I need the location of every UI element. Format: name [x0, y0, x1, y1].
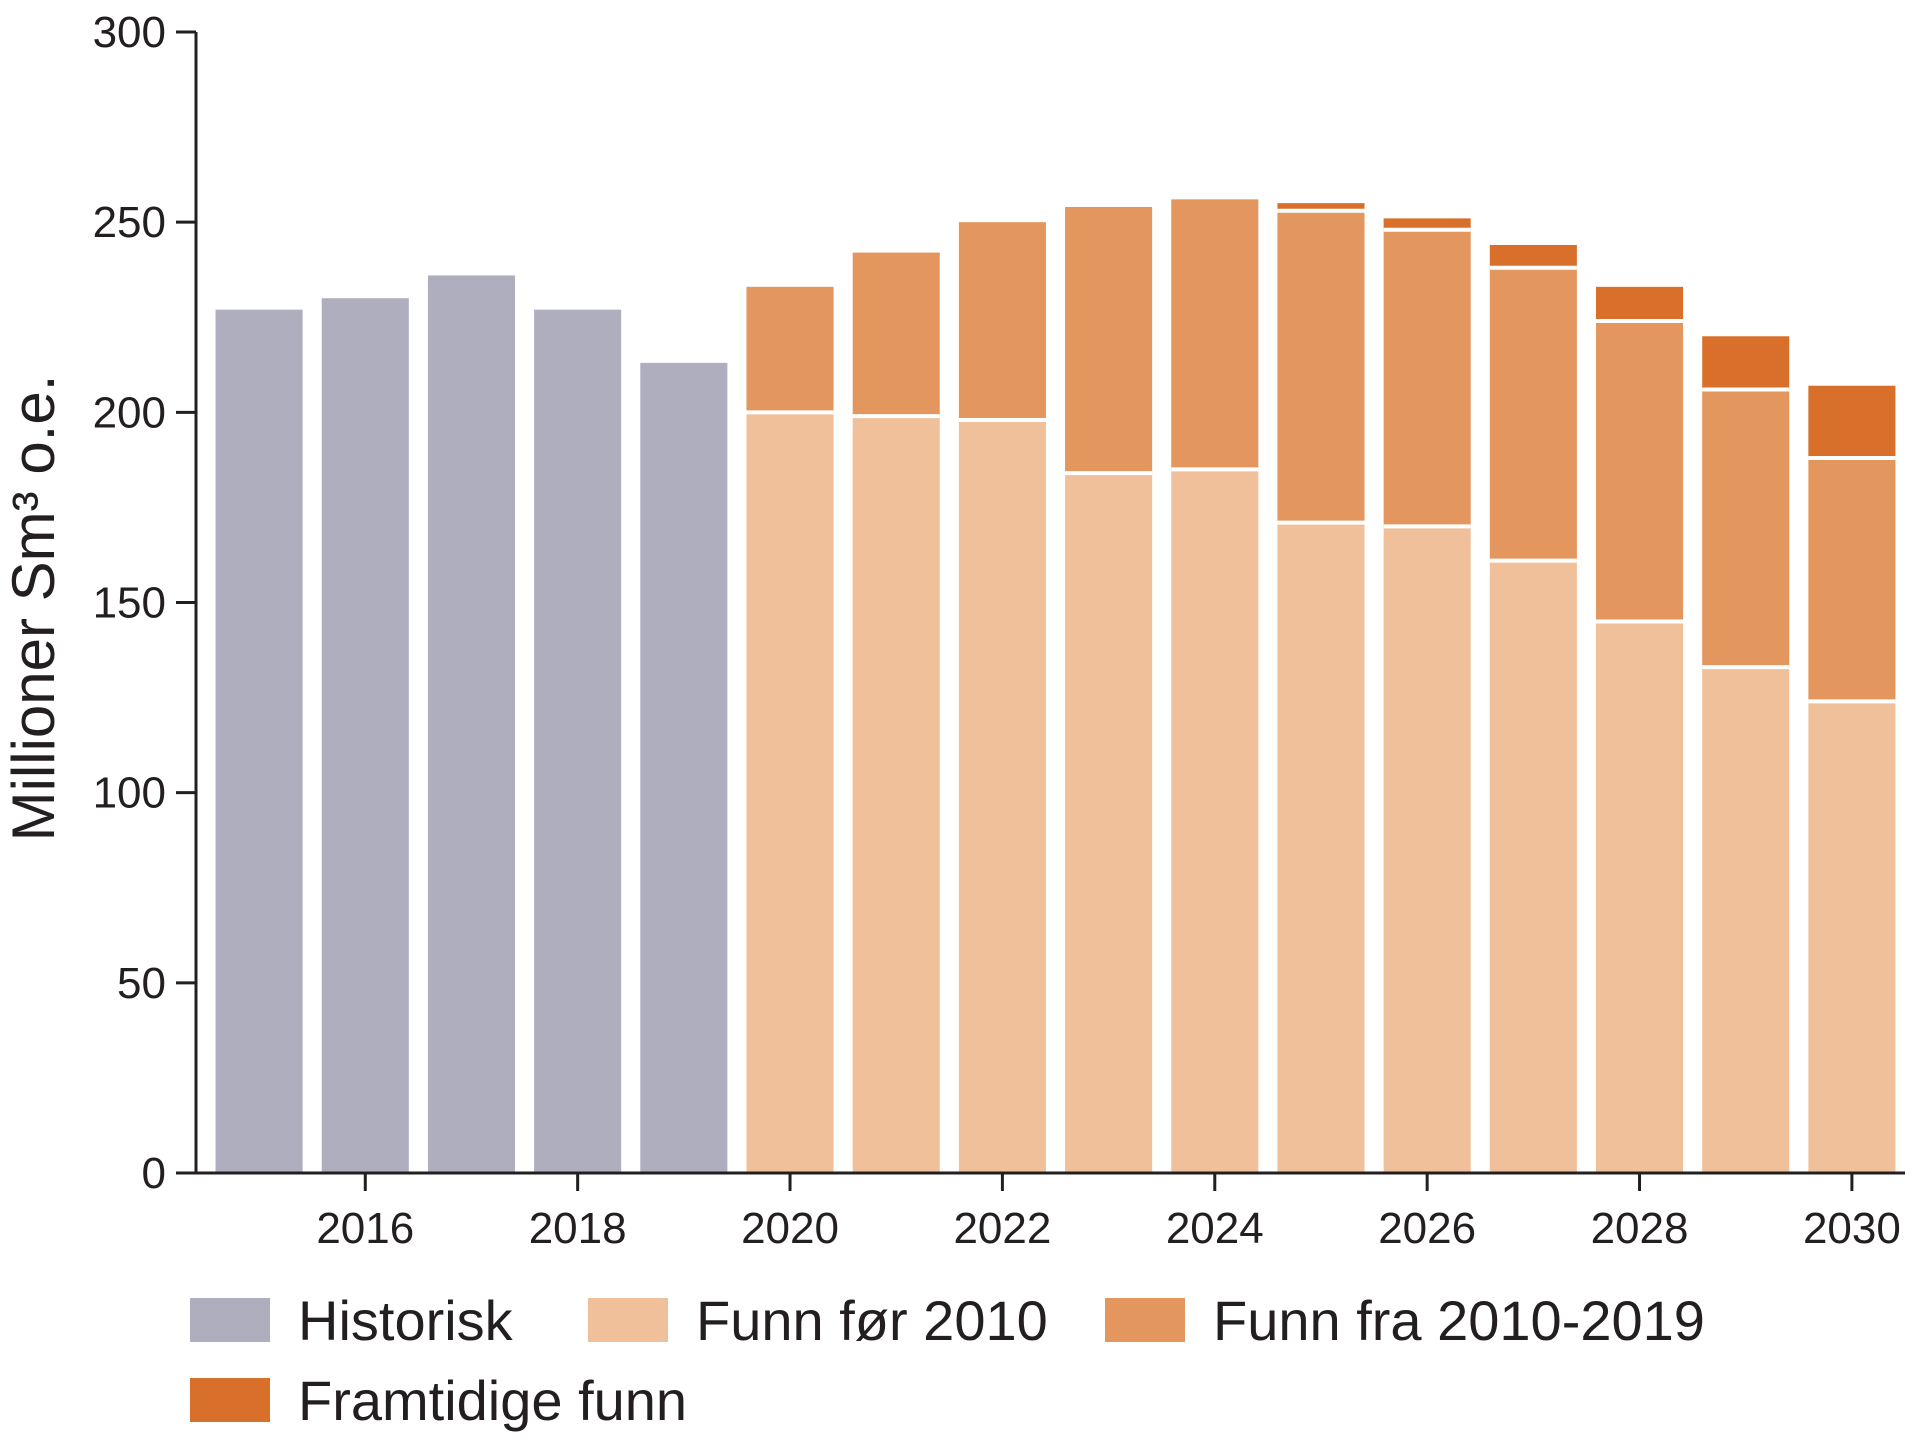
bar-2023-series-1	[1065, 473, 1153, 1174]
bar-2019-series-0	[640, 362, 728, 1173]
bar-2029-series-1	[1702, 667, 1790, 1173]
y-tick-label-50: 50	[117, 959, 166, 1008]
y-tick-label-150: 150	[93, 579, 166, 628]
x-tick-label-2028: 2028	[1591, 1204, 1689, 1253]
y-tick-label-100: 100	[93, 769, 166, 818]
bar-2027-series-1	[1489, 560, 1577, 1173]
bar-2020-series-1	[746, 412, 834, 1173]
bar-2030-series-1	[1808, 701, 1896, 1173]
bar-2024-series-1	[1171, 469, 1259, 1174]
legend-swatch-0	[190, 1298, 270, 1342]
bar-2029-series-3	[1702, 336, 1790, 390]
bar-2025-series-3	[1277, 203, 1365, 211]
bar-2025-series-1	[1277, 522, 1365, 1173]
bar-2026-series-3	[1383, 218, 1471, 230]
legend: Historisk Funn før 2010 Funn fra 2010-2019…	[190, 1289, 1705, 1432]
bar-2016-series-0	[321, 298, 409, 1173]
bar-2017-series-0	[427, 275, 516, 1173]
bar-2028-series-1	[1595, 621, 1684, 1173]
bars-layer	[215, 199, 1896, 1174]
x-tick-label-2024: 2024	[1166, 1204, 1264, 1253]
bar-2028-series-2	[1595, 321, 1684, 622]
bar-2028-series-3	[1595, 286, 1684, 322]
legend-swatch-1	[588, 1298, 668, 1342]
y-axis-title: Millioner Sm³ o.e.	[0, 375, 67, 842]
x-tick-label-2026: 2026	[1378, 1204, 1476, 1253]
bar-2021-series-2	[852, 252, 940, 417]
bar-2024-series-2	[1171, 199, 1259, 470]
legend-label-3: Framtidige funn	[298, 1369, 687, 1432]
legend-label-2: Funn fra 2010-2019	[1213, 1289, 1705, 1352]
bar-2030-series-2	[1808, 457, 1896, 702]
legend-label-1: Funn før 2010	[696, 1289, 1048, 1352]
legend-swatch-2	[1105, 1298, 1185, 1342]
bar-2030-series-3	[1808, 385, 1896, 458]
x-tick-label-2030: 2030	[1803, 1204, 1901, 1253]
x-tick-label-2018: 2018	[529, 1204, 627, 1253]
bar-2020-series-2	[746, 286, 834, 413]
bar-2027-series-2	[1489, 267, 1577, 561]
x-tick-label-2020: 2020	[741, 1204, 839, 1253]
legend-label-0: Historisk	[298, 1289, 514, 1352]
bar-2022-series-1	[958, 419, 1046, 1173]
bar-2029-series-2	[1702, 389, 1790, 668]
bar-2023-series-2	[1065, 206, 1153, 474]
y-tick-label-0: 0	[142, 1149, 166, 1198]
bar-2018-series-0	[534, 309, 622, 1174]
legend-swatch-3	[190, 1378, 270, 1422]
x-tick-label-2016: 2016	[316, 1204, 414, 1253]
y-tick-label-200: 200	[93, 388, 166, 437]
bar-2015-series-0	[215, 309, 303, 1174]
bar-2025-series-2	[1277, 210, 1365, 523]
y-tick-label-300: 300	[93, 8, 166, 57]
bar-2021-series-1	[852, 416, 940, 1173]
bar-2026-series-2	[1383, 229, 1471, 527]
axes-layer: 0 50 100 150 200 250 300 2016 2018 2020 2022 2024 20…	[93, 8, 1905, 1253]
bar-2026-series-1	[1383, 526, 1471, 1173]
y-tick-label-250: 250	[93, 198, 166, 247]
x-tick-label-2022: 2022	[953, 1204, 1051, 1253]
bar-2022-series-2	[958, 222, 1046, 420]
bar-2027-series-3	[1489, 244, 1577, 268]
